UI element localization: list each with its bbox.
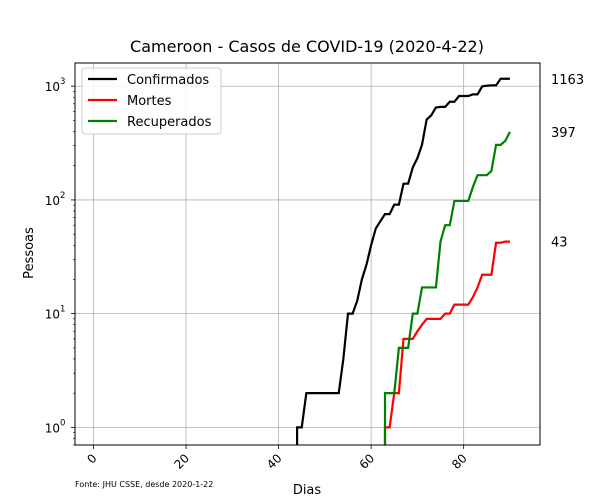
plot-frame <box>74 62 541 446</box>
legend-box <box>81 67 222 135</box>
y-tick-exponent: 0 <box>60 418 65 428</box>
legend: Confirmados Mortes Recuperados <box>81 67 222 135</box>
end-value-label: 397 <box>551 126 576 141</box>
y-tick-exponent: 1 <box>60 305 65 315</box>
chart-title: Cameroon - Casos de COVID-19 (2020-4-22) <box>130 37 484 56</box>
legend-label: Confirmados <box>127 73 209 88</box>
y-tick-exponent: 2 <box>60 191 65 201</box>
end-value-label: 43 <box>551 236 568 251</box>
legend-label: Mortes <box>127 94 172 109</box>
y-axis-label: Pessoas <box>22 227 37 279</box>
y-tick-exponent: 3 <box>60 77 65 87</box>
legend-label: Recuperados <box>127 115 212 130</box>
end-value-label: 1163 <box>551 73 584 88</box>
series-line-recuperados <box>383 131 511 445</box>
footnote: Fonte: JHU CSSE, desde 2020-1-22 <box>75 480 213 489</box>
series-layer <box>295 77 511 445</box>
series-line-mortes <box>383 240 510 445</box>
series-line-confirmados <box>295 77 510 445</box>
y-tick-label: 10 <box>45 194 60 208</box>
y-tick-label: 10 <box>45 308 60 322</box>
end-labels: 1163 43 397 <box>551 73 584 251</box>
y-tick-label: 10 <box>45 80 60 94</box>
y-tick-label: 10 <box>45 421 60 435</box>
x-axis-label: Dias <box>293 483 322 498</box>
